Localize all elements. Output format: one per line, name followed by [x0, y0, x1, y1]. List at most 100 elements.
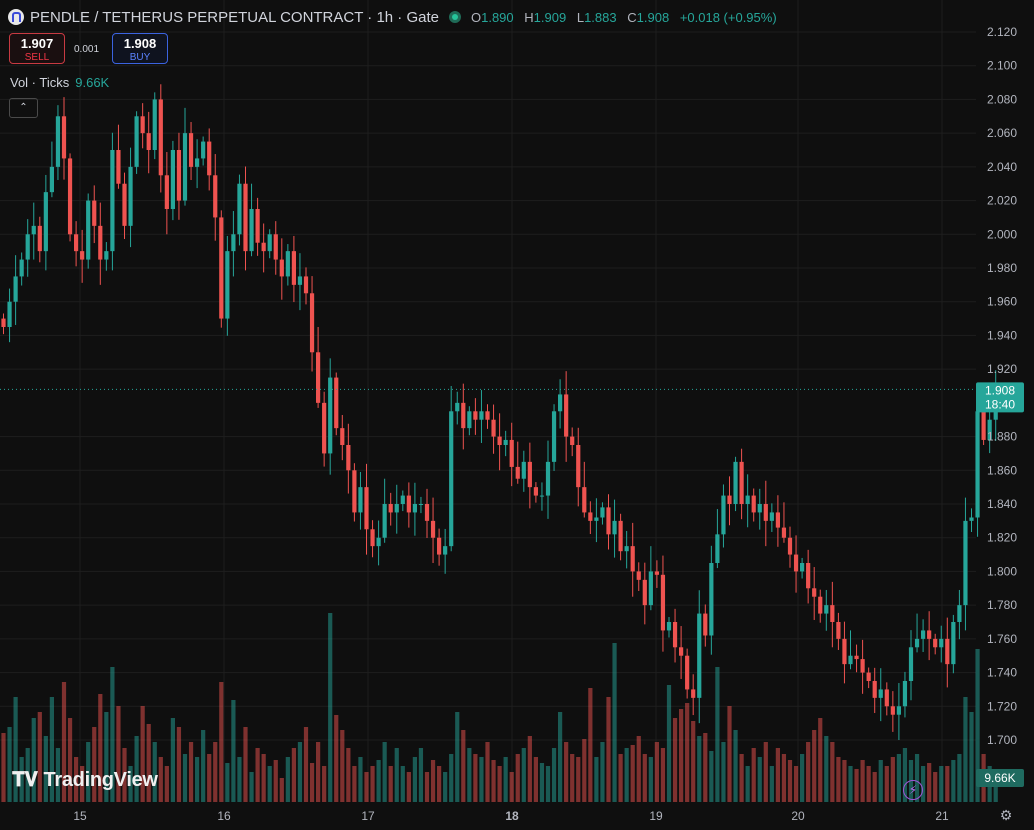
- candle-body: [902, 681, 908, 707]
- candle-body: [806, 563, 811, 589]
- volume-bar: [503, 757, 508, 802]
- volume-bar: [376, 760, 381, 802]
- candle-body: [933, 638, 938, 648]
- candle-body: [158, 99, 163, 176]
- candle-body: [672, 622, 678, 648]
- volume-legend[interactable]: Vol · Ticks 9.66K: [10, 75, 109, 90]
- volume-bar: [860, 760, 865, 802]
- candle-body: [939, 638, 944, 648]
- volume-bar: [515, 754, 520, 802]
- spread-value: 0.001: [74, 44, 100, 55]
- volume-bar: [830, 742, 835, 802]
- candle-body: [896, 706, 901, 715]
- volume-bar: [927, 763, 932, 802]
- volume-bar: [842, 760, 847, 802]
- candle-body: [243, 183, 248, 252]
- candle-body: [685, 655, 690, 690]
- volume-bar: [939, 766, 944, 802]
- volume-bar: [219, 682, 224, 802]
- volume-bar: [430, 760, 436, 802]
- candle-body: [848, 655, 853, 665]
- tradingview-logo[interactable]: 𝐓𝐕 TradingView: [12, 769, 158, 792]
- candle-body: [449, 411, 454, 547]
- candle-body: [273, 234, 278, 260]
- candle-body: [346, 445, 351, 471]
- volume-bar: [104, 712, 109, 802]
- pendle-logo-icon: [8, 9, 24, 25]
- volume-bar: [261, 754, 266, 802]
- volume-bar: [370, 766, 375, 802]
- volume-bar: [255, 748, 260, 802]
- candle-body: [564, 394, 569, 437]
- candle-body: [987, 419, 992, 440]
- candle-body: [582, 487, 587, 513]
- change-value: +0.018 (+0.95%): [679, 9, 777, 25]
- candle-body: [533, 487, 538, 496]
- volume-bar: [134, 736, 139, 802]
- volume-bar: [491, 760, 496, 802]
- volume-bar: [739, 754, 744, 802]
- buy-button[interactable]: 1.908 BUY: [112, 33, 168, 64]
- volume-bar: [231, 700, 236, 802]
- volume-bar: [140, 706, 145, 802]
- candle-body: [279, 259, 284, 277]
- candle-body: [763, 504, 768, 521]
- volume-bar: [570, 754, 575, 802]
- candle-body: [775, 512, 780, 528]
- candle-body: [854, 655, 859, 660]
- candle-body: [443, 546, 448, 555]
- sell-button[interactable]: 1.907 SELL: [9, 33, 65, 64]
- volume-bar: [182, 754, 188, 802]
- volume-bar: [201, 730, 206, 802]
- symbol-title[interactable]: PENDLE / TETHERUS PERPETUAL CONTRACT · 1…: [30, 8, 439, 26]
- time-axis[interactable]: 15 16 17 18 19 20 21: [73, 809, 949, 823]
- volume-bar: [122, 748, 127, 802]
- candle-body: [945, 638, 950, 665]
- volume-bar: [951, 760, 956, 802]
- volume-bar: [763, 742, 768, 802]
- candle-body: [733, 461, 738, 504]
- candle-body: [624, 546, 629, 552]
- candle-body: [872, 681, 877, 698]
- y-tick-label: 1.840: [987, 497, 1017, 511]
- price-badge: 1.908 18:40: [976, 382, 1024, 413]
- lightning-icon[interactable]: ⚡︎: [903, 780, 923, 800]
- volume-bar: [576, 757, 581, 802]
- volume-bar: [533, 757, 538, 802]
- candle-body: [110, 150, 115, 252]
- volume-bar: [437, 766, 442, 802]
- volume-bar: [461, 730, 466, 802]
- candle-body: [201, 141, 206, 159]
- chevron-up-icon[interactable]: ⌃: [9, 98, 38, 118]
- volume-bar: [527, 736, 532, 802]
- close-value: 1.908: [636, 9, 670, 25]
- volume-bar: [630, 745, 635, 802]
- volume-bar: [564, 742, 569, 802]
- candle-body: [660, 574, 666, 631]
- low-value: 1.883: [584, 9, 617, 25]
- volume-bar: [757, 757, 762, 802]
- candle-body: [13, 276, 18, 302]
- volume-bar: [237, 757, 242, 802]
- gear-icon[interactable]: ⚙: [999, 807, 1013, 823]
- volume-bar: [691, 721, 696, 802]
- volume-bar: [43, 736, 48, 802]
- candle-body: [309, 293, 315, 353]
- candle-body: [37, 225, 42, 252]
- candle-body: [43, 192, 48, 252]
- volume-bar: [195, 757, 200, 802]
- candle-body: [830, 605, 835, 622]
- volume-bar: [473, 754, 478, 802]
- candle-body: [594, 517, 599, 521]
- x-tick-label: 17: [361, 809, 375, 823]
- volume-bar: [812, 730, 817, 802]
- price-axis[interactable]: 2.120 2.100 2.080 2.060 2.040 2.020 2.000 1.980…: [987, 25, 1017, 747]
- candle-body: [213, 175, 218, 218]
- volume-bar: [793, 766, 799, 802]
- volume-bar: [449, 754, 454, 802]
- volume-bar: [836, 757, 841, 802]
- volume-bar: [364, 772, 369, 802]
- candle-body: [116, 150, 121, 184]
- volume-bar: [334, 715, 339, 802]
